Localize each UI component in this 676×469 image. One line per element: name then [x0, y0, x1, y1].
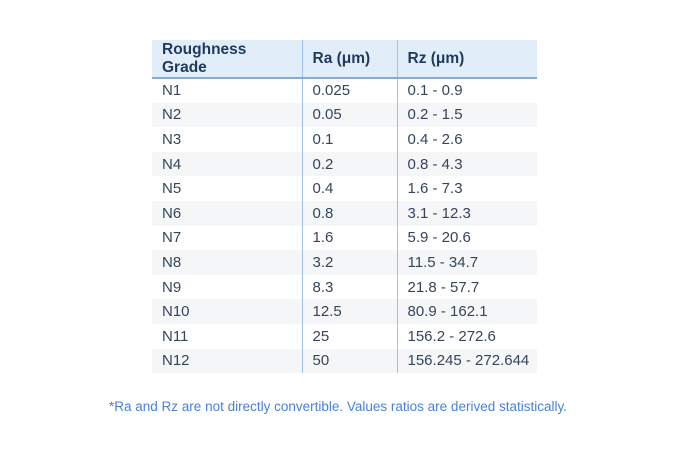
grade-cell: N2 [162, 106, 182, 124]
table-row: N6 0.8 3.1 - 12.3 [152, 200, 537, 226]
header-row: Roughness Grade Ra (μm) Rz (μm) [152, 40, 537, 79]
rz-cell: 0.4 - 2.6 [396, 127, 537, 152]
table-row: N4 0.2 0.8 - 4.3 [152, 151, 537, 177]
grade-cell: N11 [162, 327, 189, 345]
grade-cell: N10 [162, 303, 190, 321]
ra-cell: 8.3 [301, 274, 397, 300]
ra-cell: 1.6 [301, 225, 397, 251]
table-row: N8 3.2 11.5 - 34.7 [152, 250, 537, 275]
rz-cell: 21.8 - 57.7 [396, 274, 537, 300]
table-body: N1 0.025 0.1 - 0.9 N2 0.05 0.2 - 1.5 N3 … [152, 78, 537, 374]
grade-cell: N3 [162, 130, 182, 148]
header-roughness-grade: Roughness Grade [152, 40, 302, 79]
grade-cell: N9 [162, 278, 182, 296]
rz-cell: 0.2 - 1.5 [396, 102, 537, 128]
table-row: N10 12.5 80.9 - 162.1 [152, 299, 537, 324]
rz-cell: 3.1 - 12.3 [396, 200, 537, 226]
grade-cell: N1 [162, 82, 182, 100]
table-row: N12 50 156.245 - 272.644 [152, 348, 537, 374]
rz-cell: 156.2 - 272.6 [396, 323, 537, 349]
header-ra: Ra (μm) [301, 40, 397, 79]
table-row: N7 1.6 5.9 - 20.6 [152, 225, 537, 251]
ra-cell: 0.1 [301, 127, 397, 152]
table-row: N9 8.3 21.8 - 57.7 [152, 274, 537, 300]
grade-cell: N4 [162, 155, 182, 173]
footnote: *Ra and Rz are not directly convertible.… [109, 399, 567, 414]
table-row: N1 0.025 0.1 - 0.9 [152, 78, 537, 103]
grade-cell: N5 [162, 180, 182, 198]
table-row: N3 0.1 0.4 - 2.6 [152, 127, 537, 152]
ra-cell: 3.2 [301, 250, 397, 275]
rz-cell: 1.6 - 7.3 [396, 176, 537, 201]
rz-cell: 0.8 - 4.3 [396, 151, 537, 177]
ra-cell: 0.2 [301, 151, 397, 177]
grade-cell: N8 [162, 253, 182, 271]
table-row: N5 0.4 1.6 - 7.3 [152, 176, 537, 201]
grade-cell: N6 [162, 204, 182, 222]
header-rz: Rz (μm) [396, 40, 537, 79]
ra-cell: 50 [301, 348, 397, 374]
grade-cell: N7 [162, 229, 182, 247]
ra-cell: 0.025 [301, 78, 397, 103]
rz-cell: 80.9 - 162.1 [396, 299, 537, 324]
ra-cell: 0.8 [301, 200, 397, 226]
roughness-table-container: Roughness Grade Ra (μm) Rz (μm) N1 0.025… [152, 40, 537, 374]
ra-cell: 25 [301, 323, 397, 349]
table-row: N11 25 156.2 - 272.6 [152, 323, 537, 349]
rz-cell: 0.1 - 0.9 [396, 78, 537, 103]
table-row: N2 0.05 0.2 - 1.5 [152, 102, 537, 128]
rz-cell: 156.245 - 272.644 [396, 348, 537, 374]
rz-cell: 11.5 - 34.7 [396, 250, 537, 275]
table-header: Roughness Grade Ra (μm) Rz (μm) [152, 40, 537, 79]
roughness-grade-table: Roughness Grade Ra (μm) Rz (μm) N1 0.025… [152, 40, 537, 374]
rz-cell: 5.9 - 20.6 [396, 225, 537, 251]
ra-cell: 0.05 [301, 102, 397, 128]
grade-cell: N12 [162, 352, 190, 370]
ra-cell: 0.4 [301, 176, 397, 201]
ra-cell: 12.5 [301, 299, 397, 324]
